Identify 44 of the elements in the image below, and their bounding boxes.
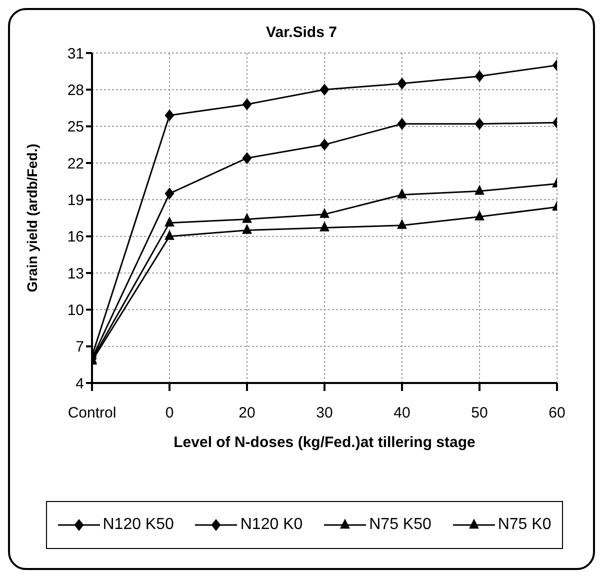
- legend-label: N120 K0: [240, 516, 303, 534]
- point: [242, 152, 252, 164]
- point: [474, 118, 484, 130]
- y-tick-label: 19: [67, 192, 84, 209]
- legend-label: N75 K0: [498, 516, 552, 534]
- y-tick-label: 28: [67, 82, 84, 99]
- y-axis-title: Grain yield (ardb/Fed.): [24, 144, 40, 292]
- chart-title: Var.Sids 7: [265, 24, 338, 41]
- point: [242, 98, 252, 110]
- point: [474, 70, 484, 82]
- point: [474, 211, 484, 220]
- x-tick-label: 40: [394, 404, 410, 422]
- y-tick-label: 22: [67, 155, 84, 172]
- point: [397, 78, 407, 90]
- x-tick-label: 0: [165, 404, 174, 422]
- legend-label: N75 K50: [369, 516, 432, 534]
- point: [242, 224, 252, 234]
- x-tick-label: Control: [68, 404, 116, 422]
- x-axis-title: Level of N-doses (kg/Fed.)at tillering stage: [174, 434, 476, 451]
- point: [320, 208, 330, 218]
- legend-label: N120 K50: [102, 516, 174, 534]
- point: [242, 214, 252, 223]
- point: [397, 220, 407, 229]
- point: [320, 139, 330, 150]
- y-tick-label: 16: [67, 228, 84, 246]
- point: [320, 84, 330, 96]
- y-tick-label: 31: [67, 45, 84, 62]
- point: [164, 230, 174, 240]
- point: [397, 118, 407, 130]
- point: [164, 110, 174, 121]
- y-tick-label: 4: [76, 375, 84, 392]
- point: [164, 217, 174, 226]
- x-tick-label: 20: [238, 404, 256, 422]
- x-tick-label: 30: [316, 404, 333, 422]
- point: [474, 186, 484, 195]
- x-tick-label: 60: [548, 404, 566, 422]
- y-tick-label: 7: [76, 338, 84, 356]
- point: [164, 188, 174, 200]
- y-tick-label: 25: [67, 118, 84, 136]
- point: [320, 222, 330, 232]
- x-tick-label: 50: [471, 404, 488, 422]
- point: [397, 189, 407, 198]
- y-tick-label: 10: [67, 302, 84, 319]
- y-tick-label: 13: [67, 265, 84, 282]
